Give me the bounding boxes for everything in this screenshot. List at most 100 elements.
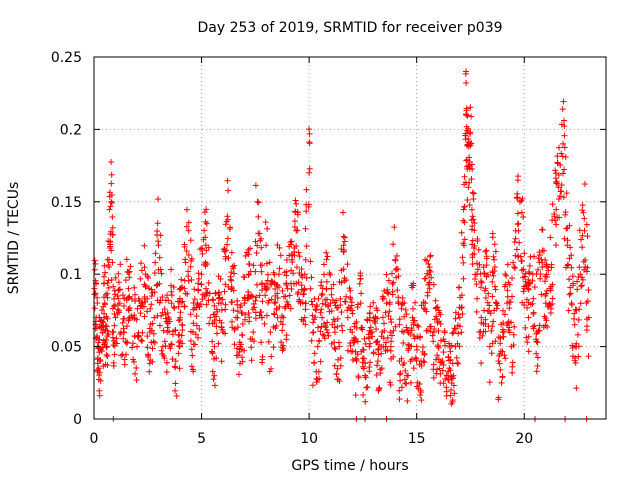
data-point — [141, 313, 148, 320]
data-point — [488, 327, 495, 334]
data-point — [398, 305, 405, 312]
data-point — [238, 346, 245, 353]
data-point — [579, 244, 586, 251]
data-point — [266, 259, 273, 266]
data-point — [188, 363, 195, 370]
data-point — [273, 306, 280, 313]
data-point — [301, 314, 308, 321]
data-point — [440, 336, 447, 343]
data-point — [418, 362, 425, 369]
data-point — [279, 347, 286, 354]
data-point — [414, 334, 421, 341]
data-point — [171, 304, 178, 311]
data-point — [458, 229, 465, 236]
data-point — [354, 301, 361, 308]
data-point — [313, 379, 320, 386]
data-point — [286, 243, 293, 250]
data-point — [131, 358, 138, 365]
data-point — [317, 358, 324, 365]
data-point — [511, 323, 518, 330]
data-point — [581, 181, 588, 188]
data-point — [202, 285, 209, 292]
data-point — [349, 348, 356, 355]
data-point — [367, 303, 374, 310]
data-point — [385, 312, 392, 319]
data-point — [255, 213, 262, 220]
data-point — [302, 256, 309, 263]
data-point — [384, 289, 391, 296]
data-point — [316, 375, 323, 382]
data-point — [385, 290, 392, 297]
data-point — [163, 369, 170, 376]
data-point — [268, 353, 275, 360]
data-point — [175, 339, 182, 346]
data-point — [489, 323, 496, 330]
data-point — [141, 264, 148, 271]
data-point — [405, 347, 412, 354]
data-point — [234, 308, 241, 315]
data-point — [169, 356, 176, 363]
data-point — [235, 371, 242, 378]
data-point — [227, 224, 234, 231]
data-point — [185, 273, 192, 280]
data-point — [481, 287, 488, 294]
data-point — [303, 275, 310, 282]
data-point — [495, 394, 502, 401]
data-point — [433, 356, 440, 363]
data-point — [234, 314, 241, 321]
data-point — [108, 276, 115, 283]
data-point — [196, 325, 203, 332]
data-point — [579, 207, 586, 214]
data-point — [357, 300, 364, 307]
data-point — [519, 299, 526, 306]
data-point — [300, 291, 307, 298]
data-point — [451, 390, 458, 397]
data-point — [354, 351, 361, 358]
data-point — [474, 235, 481, 242]
data-point — [427, 328, 434, 335]
data-point — [100, 319, 107, 326]
data-point — [91, 266, 98, 273]
data-point — [151, 270, 158, 277]
data-point — [483, 262, 490, 269]
data-point — [200, 236, 207, 243]
data-point — [375, 351, 382, 358]
data-point — [188, 255, 195, 262]
data-point — [228, 283, 235, 290]
data-point — [585, 287, 592, 294]
data-point — [374, 338, 381, 345]
data-point — [403, 380, 410, 387]
data-point — [509, 275, 516, 282]
data-point — [139, 338, 146, 345]
data-point — [110, 303, 117, 310]
data-point — [160, 352, 167, 359]
data-point — [390, 327, 397, 334]
data-point — [435, 327, 442, 334]
data-point — [176, 343, 183, 350]
data-point — [576, 227, 583, 234]
data-point — [279, 321, 286, 328]
data-point — [395, 294, 402, 301]
data-point — [433, 313, 440, 320]
data-point — [496, 360, 503, 367]
data-point — [453, 354, 460, 361]
data-point — [571, 357, 578, 364]
data-point — [181, 303, 188, 310]
data-point — [566, 255, 573, 262]
data-point — [191, 296, 198, 303]
data-point — [324, 329, 331, 336]
data-point — [451, 325, 458, 332]
data-point — [203, 301, 210, 308]
data-point — [553, 221, 560, 228]
data-point — [437, 370, 444, 377]
data-point — [509, 369, 516, 376]
data-point — [349, 310, 356, 317]
data-point — [452, 309, 459, 316]
data-point — [362, 398, 369, 405]
data-point — [380, 320, 387, 327]
data-point — [326, 270, 333, 277]
data-point — [224, 177, 231, 184]
data-point — [221, 288, 228, 295]
data-point — [248, 344, 255, 351]
data-point — [450, 372, 457, 379]
